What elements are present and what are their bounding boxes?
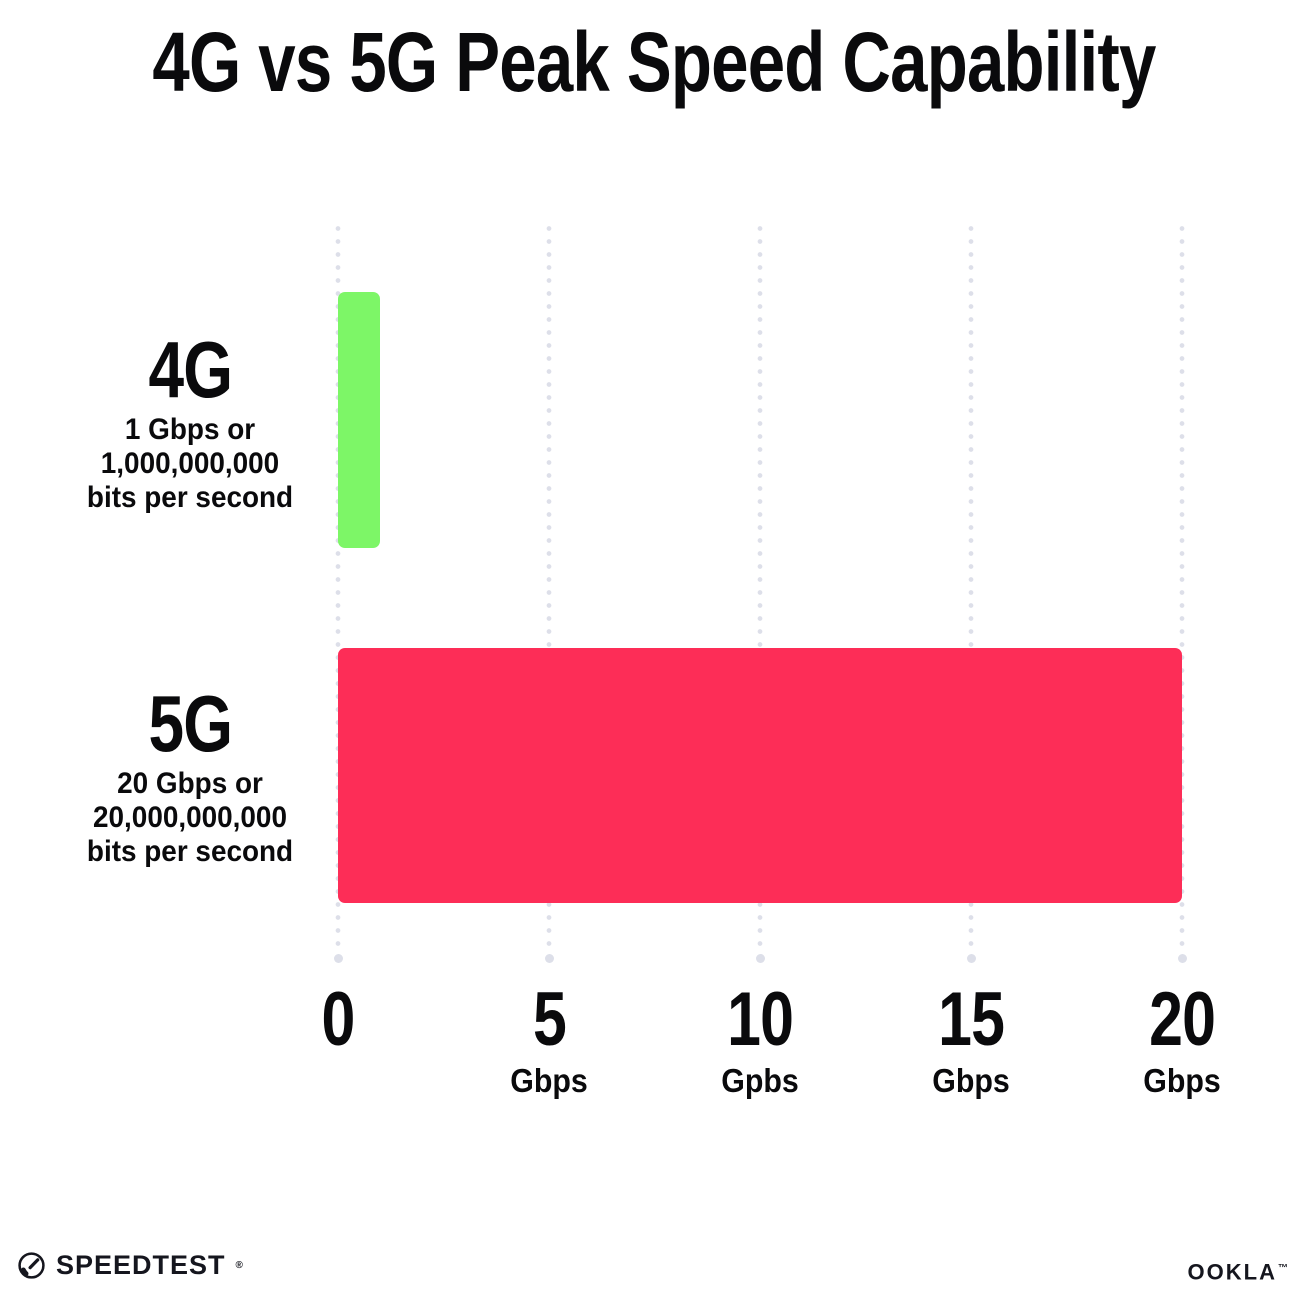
x-tick-value: 15	[937, 977, 1005, 1062]
gridline-0	[335, 222, 341, 954]
x-tick-value: 0	[321, 977, 355, 1062]
x-tick-10: 10 Gpbs	[718, 977, 802, 1099]
speedtest-logo: SPEEDTEST ®	[16, 1250, 243, 1281]
category-label-5g: 5G 20 Gbps or 20,000,000,000 bits per se…	[36, 684, 344, 869]
category-desc-line: 1 Gbps or	[124, 413, 256, 446]
x-tick-value: 20	[1148, 977, 1216, 1062]
bar-5g	[338, 648, 1182, 903]
x-tick-unit: Gbps	[932, 1062, 1010, 1099]
category-name-5g: 5G	[36, 684, 344, 764]
x-tick-15: 15 Gbps	[929, 977, 1013, 1099]
speedtest-gauge-icon	[18, 1252, 45, 1279]
x-tick-5: 5 Gbps	[507, 977, 591, 1099]
ookla-wordmark: OOKLA	[1187, 1259, 1277, 1285]
category-name-5g-text: 5G	[148, 679, 233, 768]
gridline-10	[757, 222, 763, 954]
gridline-20	[1179, 222, 1185, 954]
category-desc-line: 20 Gbps or	[117, 767, 263, 800]
x-tick-value: 10	[726, 977, 794, 1062]
category-label-4g: 4G 1 Gbps or 1,000,000,000 bits per seco…	[36, 330, 344, 515]
ookla-trademark: ™	[1278, 1263, 1290, 1274]
x-tick-unit	[319, 1064, 357, 1097]
category-desc-line: bits per second	[86, 835, 294, 868]
category-desc-line: 1,000,000,000	[100, 447, 280, 480]
category-desc-line: 20,000,000,000	[93, 801, 287, 834]
bar-4g	[338, 292, 380, 548]
ookla-logo: OOKLA™	[1188, 1257, 1290, 1284]
category-desc-4g: 1 Gbps or 1,000,000,000 bits per second	[47, 413, 333, 515]
speedtest-trademark: ®	[235, 1260, 243, 1271]
x-tick-unit: Gpbs	[721, 1062, 799, 1099]
category-name-4g-text: 4G	[148, 325, 233, 414]
x-tick-20: 20 Gbps	[1140, 977, 1224, 1099]
chart-title-text: 4G vs 5G Peak Speed Capability	[152, 15, 1156, 109]
x-tick-unit: Gbps	[510, 1062, 588, 1099]
speedtest-wordmark: SPEEDTEST	[56, 1250, 226, 1280]
category-name-4g: 4G	[36, 330, 344, 410]
gridline-5	[546, 222, 552, 954]
category-desc-5g: 20 Gbps or 20,000,000,000 bits per secon…	[47, 767, 333, 869]
x-tick-unit: Gbps	[1143, 1062, 1221, 1099]
x-tick-0: 0	[317, 982, 358, 1097]
x-tick-value: 5	[532, 977, 566, 1062]
category-desc-line: bits per second	[86, 481, 294, 514]
chart-title: 4G vs 5G Peak Speed Capability	[0, 20, 1308, 104]
gridline-15	[968, 222, 974, 954]
